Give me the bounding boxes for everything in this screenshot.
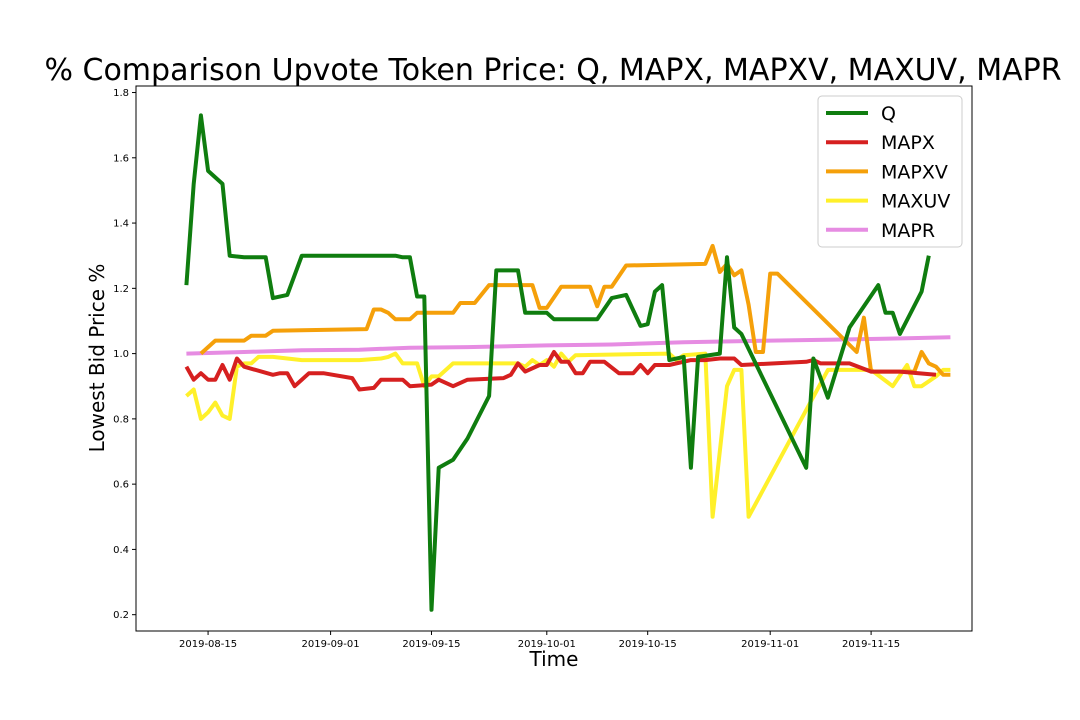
series-line-maxuv <box>185 351 951 519</box>
plot-frame <box>135 85 973 632</box>
legend-label-q: Q <box>881 103 896 125</box>
legend-label-mapxv: MAPXV <box>881 161 948 183</box>
legend-label-mapx: MAPX <box>881 132 935 154</box>
series-line-q <box>184 113 931 612</box>
x-tick-label: 2019-09-15 <box>402 639 460 650</box>
y-tick-label: 0.6 <box>113 480 129 491</box>
x-tick-label: 2019-09-01 <box>302 639 360 650</box>
y-tick-label: 1.0 <box>113 349 129 360</box>
series-layer <box>184 113 951 612</box>
x-axis: 2019-08-15 2019-09-01 2019-09-15 2019-10-01… <box>179 631 900 650</box>
y-tick-label: 0.8 <box>113 414 129 425</box>
x-tick-label: 2019-11-01 <box>741 639 799 650</box>
legend-label-mapr: MAPR <box>881 220 935 242</box>
y-tick-label: 1.4 <box>113 219 129 230</box>
legend-label-maxuv: MAXUV <box>881 191 950 213</box>
x-axis-label: Time <box>529 647 579 671</box>
y-tick-label: 1.6 <box>113 153 129 164</box>
legend: Q MAPX MAPXV MAXUV MAPR <box>817 95 963 248</box>
y-tick-label: 0.2 <box>113 610 129 621</box>
series-line-mapxv <box>199 243 951 377</box>
series-line-mapx <box>184 350 937 392</box>
y-axis: 0.2 0.4 0.6 0.8 1.0 1.2 1.4 1.6 1.8 <box>113 88 136 621</box>
y-axis-label: Lowest Bid Price % <box>85 264 109 453</box>
x-tick-label: 2019-08-15 <box>179 639 237 650</box>
x-tick-label: 2019-11-15 <box>842 639 900 650</box>
series-line-mapr <box>186 335 951 356</box>
y-tick-label: 1.8 <box>113 88 129 99</box>
y-tick-label: 0.4 <box>113 545 129 556</box>
chart-title: % Comparison Upvote Token Price: Q, MAPX… <box>44 53 1061 88</box>
x-tick-label: 2019-10-15 <box>619 639 677 650</box>
x-tick-label: 2019-10-01 <box>518 639 576 650</box>
y-tick-label: 1.2 <box>113 284 129 295</box>
legend-box <box>817 95 963 248</box>
